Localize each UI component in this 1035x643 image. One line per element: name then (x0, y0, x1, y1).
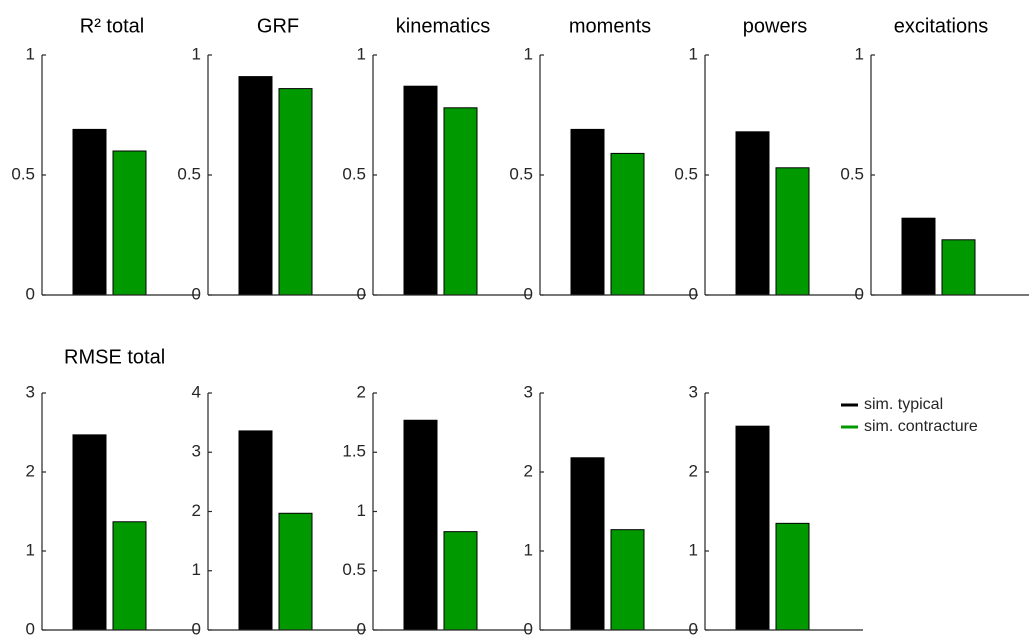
bar (775, 167, 810, 296)
chart-title: excitations (894, 15, 989, 37)
bar (238, 430, 273, 631)
chart-title: powers (743, 15, 807, 37)
chart-title: GRF (257, 15, 299, 37)
y-tick-label: 0.5 (674, 164, 698, 183)
bar (443, 107, 478, 296)
y-tick-label: 1 (357, 44, 366, 63)
y-tick-label: 1.5 (342, 442, 366, 461)
bar (443, 531, 478, 631)
y-tick-label: 1 (192, 44, 201, 63)
y-tick-label: 1 (689, 540, 698, 559)
y-tick-label: 2 (524, 461, 533, 480)
y-tick-label: 2 (357, 382, 366, 401)
bar (735, 425, 770, 631)
legend-label: sim. contracture (864, 418, 978, 435)
y-tick-label: 2 (26, 461, 35, 480)
y-tick-label: 3 (192, 442, 201, 461)
y-tick-label: 0 (689, 619, 698, 638)
bar (610, 152, 645, 296)
bar (735, 131, 770, 296)
bar (610, 529, 645, 631)
y-tick-label: 0 (524, 619, 533, 638)
bar (570, 457, 605, 631)
y-tick-label: 1 (855, 44, 864, 63)
bar (403, 419, 438, 631)
bar (112, 521, 147, 631)
y-tick-label: 0.5 (342, 164, 366, 183)
bar (941, 239, 976, 296)
y-tick-label: 4 (192, 382, 201, 401)
bar (112, 150, 147, 296)
bar (775, 522, 810, 631)
y-tick-label: 3 (689, 382, 698, 401)
y-tick-label: 0.5 (509, 164, 533, 183)
bar (72, 128, 107, 296)
y-tick-label: 2 (689, 461, 698, 480)
y-tick-label: 3 (524, 382, 533, 401)
y-tick-label: 0.5 (840, 164, 864, 183)
y-tick-label: 0.5 (177, 164, 201, 183)
bar (238, 76, 273, 296)
y-tick-label: 1 (689, 44, 698, 63)
y-tick-label: 0 (855, 284, 864, 303)
y-tick-label: 0 (192, 619, 201, 638)
y-tick-label: 1 (357, 501, 366, 520)
legend-label: sim. typical (864, 396, 943, 413)
bar (72, 434, 107, 631)
chart-title: kinematics (396, 15, 490, 37)
y-tick-label: 0 (524, 284, 533, 303)
y-tick-label: 1 (524, 540, 533, 559)
y-tick-label: 1 (192, 560, 201, 579)
y-tick-label: 0 (26, 284, 35, 303)
chart-title: R² total (80, 15, 144, 37)
y-tick-label: 0 (357, 619, 366, 638)
y-tick-label: 0 (689, 284, 698, 303)
y-tick-label: 1 (26, 540, 35, 559)
bar (278, 512, 313, 631)
y-tick-label: 1 (26, 44, 35, 63)
bar (278, 88, 313, 296)
y-tick-label: 0 (192, 284, 201, 303)
y-tick-label: 3 (26, 382, 35, 401)
y-tick-label: 1 (524, 44, 533, 63)
chart-title: RMSE total (64, 346, 165, 368)
y-tick-label: 2 (192, 501, 201, 520)
chart-title: moments (569, 15, 651, 37)
bar (403, 85, 438, 296)
y-tick-label: 0 (26, 619, 35, 638)
bar (570, 128, 605, 296)
y-tick-label: 0.5 (11, 164, 35, 183)
bar (901, 217, 936, 296)
y-tick-label: 0.5 (342, 560, 366, 579)
y-tick-label: 0 (357, 284, 366, 303)
